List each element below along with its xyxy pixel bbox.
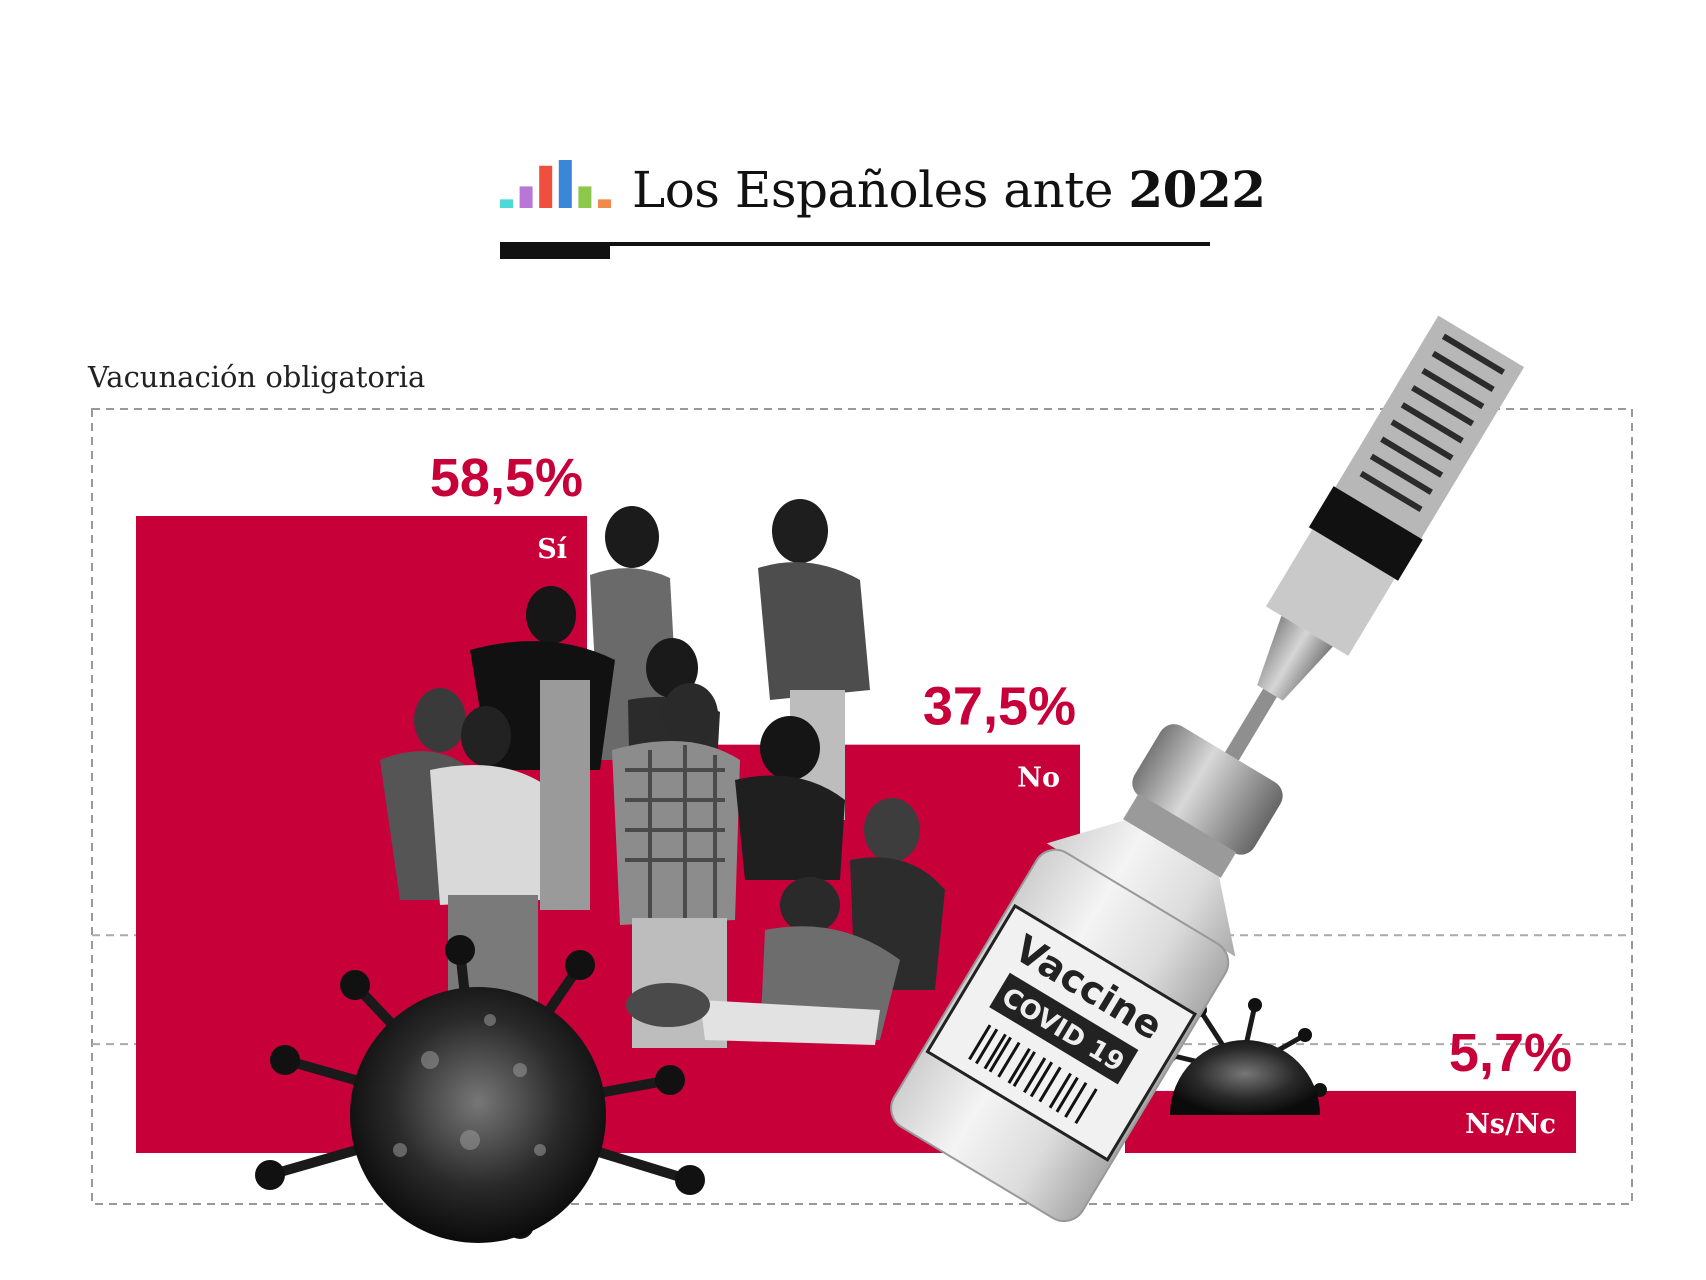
logo-bar-5: [598, 199, 611, 208]
page-title: Los Españoles ante 2022: [632, 160, 1266, 219]
title-regular: Los Españoles ante: [632, 161, 1129, 219]
virus-large-illustration: [255, 935, 705, 1243]
chart-frame: [91, 408, 1633, 1205]
category-label-1: No: [1017, 763, 1060, 794]
bar-labels: 58,5% Sí 37,5% No 5,7% Ns/Nc: [430, 448, 1572, 1140]
value-label-2: 5,7%: [1449, 1023, 1572, 1083]
header: Los Españoles ante 2022: [500, 150, 1266, 265]
people-group-illustration: [380, 499, 945, 1048]
title-underline-accent: [500, 242, 610, 259]
logo-bar-0: [500, 199, 513, 208]
value-label-0: 58,5%: [430, 448, 583, 508]
logo-bar-3: [558, 160, 572, 208]
title-year: 2022: [1128, 160, 1266, 219]
category-label-0: Sí: [537, 534, 567, 565]
value-label-1: 37,5%: [923, 677, 1076, 737]
logo-bar-2: [539, 165, 553, 208]
category-label-2: Ns/Nc: [1465, 1109, 1556, 1140]
logo-bar-1: [519, 186, 533, 208]
vaccine-vial-illustration: Vaccine COVID 19: [890, 724, 1283, 1223]
logo-bar-4: [578, 186, 592, 208]
title-underline: [500, 242, 1210, 246]
syringe-illustration: [1215, 315, 1525, 781]
chart-title: Vacunación obligatoria: [88, 360, 426, 394]
bar-chart-logo-icon: [500, 160, 611, 208]
